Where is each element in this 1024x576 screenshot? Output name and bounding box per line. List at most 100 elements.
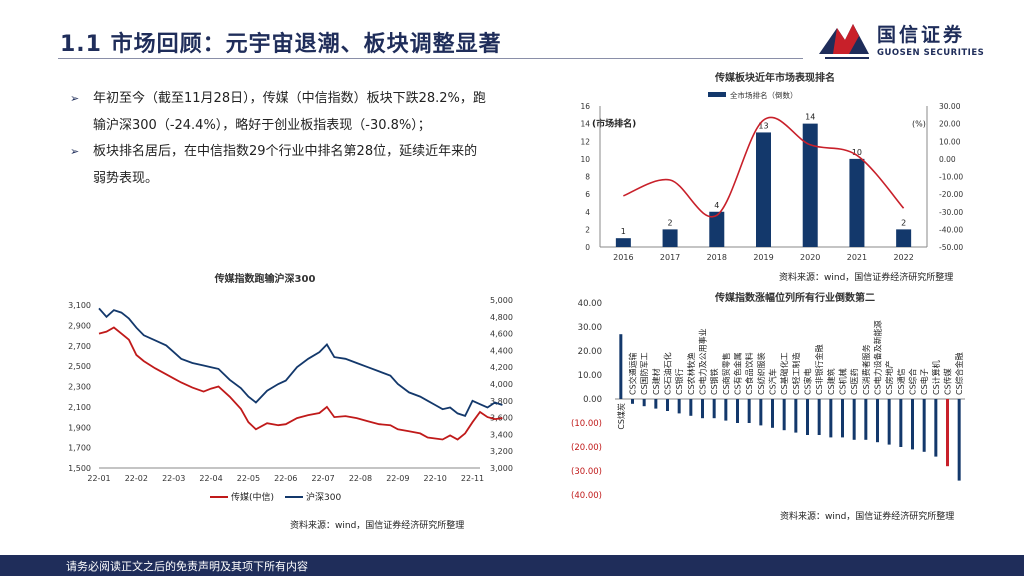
industry-bar [887, 399, 891, 445]
left-axis-label: (市场排名) [592, 118, 636, 130]
chart1-title: 传媒指数跑输沪深300 [214, 274, 316, 285]
y-tick-label: 10.00 [578, 371, 602, 381]
industry-bar [922, 399, 926, 452]
x-tick-label: 2018 [707, 253, 727, 262]
y-tick-label: 0.00 [583, 395, 602, 405]
bullet-text: 年初至今（截至11月28日），传媒（中信指数）板块下跌28.2%，跑输沪深300… [93, 91, 486, 133]
industry-bar [666, 399, 669, 411]
y-left-tick-label: 2,500 [68, 362, 91, 371]
industry-label: CS消费者服务 [861, 344, 871, 395]
chart2-title: 传媒板块近年市场表现排名 [715, 73, 835, 84]
industry-bar [817, 399, 821, 435]
x-tick-label: 22-07 [311, 474, 334, 483]
industry-bar [747, 399, 751, 423]
y-right-tick-label: 3,200 [490, 447, 513, 456]
industry-label: CS农林牧渔 [686, 352, 696, 395]
industry-bar [782, 399, 786, 431]
y-right-tick-label: 4,600 [490, 330, 513, 339]
industry-label: CS商贸零售 [721, 352, 731, 395]
y-left-tick-label: 6 [585, 190, 590, 199]
bar-value-label: 2 [668, 218, 673, 227]
industry-label: CS有色金属 [733, 352, 743, 395]
bullet-item: ➢ 年初至今（截至11月28日），传媒（中信指数）板块下跌28.2%，跑输沪深3… [70, 86, 490, 139]
arrow-bullet-icon: ➢ [70, 145, 80, 158]
industry-bar [794, 399, 798, 433]
industry-bar [619, 334, 623, 399]
series-line [98, 326, 503, 441]
y-right-tick-label: 5,000 [490, 296, 513, 305]
right-axis-label: (%) [912, 120, 926, 129]
industry-label: CS钢铁 [709, 368, 719, 395]
industry-performance-chart: 40.00 30.00 20.00 10.00 0.00 (10.00) (20.00) (3… [571, 299, 965, 501]
y-tick-label: 40.00 [578, 299, 602, 309]
x-tick-label: 2016 [613, 253, 633, 262]
y-left-tick-label: 8 [585, 173, 590, 182]
x-tick-label: 22-04 [199, 474, 222, 483]
industry-bar [876, 399, 879, 443]
y-left-tick-label: 0 [585, 243, 590, 252]
y-left-tick-label: 3,100 [68, 301, 91, 310]
industry-label: CS汽车 [768, 368, 778, 395]
y-right-tick-label: 30.00 [939, 102, 961, 111]
guosen-emblem-icon [819, 24, 869, 59]
industry-bar [724, 399, 728, 421]
industry-bar [689, 399, 693, 416]
y-left-tick-label: 4 [585, 208, 590, 217]
y-right-tick-label: 10.00 [939, 137, 961, 146]
industry-label: CS电力及公用事业 [698, 328, 708, 395]
y-right-tick-label: 4,200 [490, 363, 513, 372]
industry-label: CS交通运输 [628, 352, 638, 395]
x-tick-label: 22-09 [386, 474, 409, 483]
y-right-tick-label: -10.00 [939, 173, 963, 182]
rank-bar [802, 123, 818, 247]
index-comparison-chart: 1,500 1,700 1,900 2,100 2,300 2,500 2,700 2,900… [68, 296, 513, 503]
industry-label: CS综合 [908, 368, 918, 395]
industry-bar [631, 399, 634, 404]
industry-label: CS医药 [849, 368, 859, 395]
industry-label: CS电子 [919, 368, 929, 395]
industry-label: CS房地产 [884, 360, 894, 395]
bar-value-label: 1 [621, 227, 626, 236]
bar-value-label: 14 [805, 113, 815, 122]
industry-label: CS家电 [803, 368, 813, 395]
return-line [623, 116, 905, 218]
industry-label: CS纺织服装 [756, 352, 766, 395]
industry-label: CS综合金融 [954, 352, 964, 395]
y-right-tick-label: 4,800 [490, 313, 513, 322]
industry-bar [957, 399, 961, 481]
rank-bar [662, 229, 678, 247]
guosen-logo: 国信证券 GUOSEN SECURITIES [815, 18, 995, 62]
x-tick-label: 22-08 [349, 474, 372, 483]
bar-value-label: 10 [852, 148, 862, 157]
bullet-item: ➢ 板块排名居后，在中信指数29个行业中排名第28位，延续近年来的弱势表现。 [70, 139, 490, 192]
y-tick-label: (40.00) [571, 491, 602, 501]
industry-bar [829, 399, 833, 438]
summary-bullets: ➢ 年初至今（截至11月28日），传媒（中信指数）板块下跌28.2%，跑输沪深3… [70, 86, 490, 192]
x-tick-label: 22-11 [461, 474, 484, 483]
industry-label: CS传媒 [943, 368, 953, 395]
industry-label: CS基础化工 [779, 352, 789, 395]
y-tick-label: 20.00 [578, 347, 602, 357]
industry-bar [712, 399, 716, 419]
industry-bar [911, 399, 914, 450]
industry-label: CS石油石化 [663, 352, 673, 395]
chart2-source: 资料来源：wind，国信证券经济研究所整理 [779, 273, 954, 283]
y-tick-label: 30.00 [578, 323, 602, 333]
industry-label: CS建材 [651, 368, 661, 395]
chart3-title: 传媒指数涨幅位列所有行业倒数第二 [715, 293, 875, 304]
legend-label: 沪深300 [306, 491, 341, 503]
legend-swatch [708, 92, 726, 97]
legend-label: 全市场排名（倒数） [730, 90, 798, 100]
x-tick-label: 22-10 [424, 474, 447, 483]
legend-label: 传媒(中信) [231, 491, 274, 503]
y-left-tick-label: 16 [580, 102, 590, 111]
y-right-tick-label: 3,400 [490, 430, 513, 439]
industry-bar [946, 399, 949, 467]
industry-label: CS计算机 [931, 360, 941, 395]
y-left-tick-label: 2,900 [68, 321, 91, 330]
y-left-tick-label: 10 [580, 155, 590, 164]
industry-bar [759, 399, 763, 426]
y-right-tick-label: 4,400 [490, 346, 513, 355]
industry-label: CS电力设备及新能源 [873, 320, 883, 395]
